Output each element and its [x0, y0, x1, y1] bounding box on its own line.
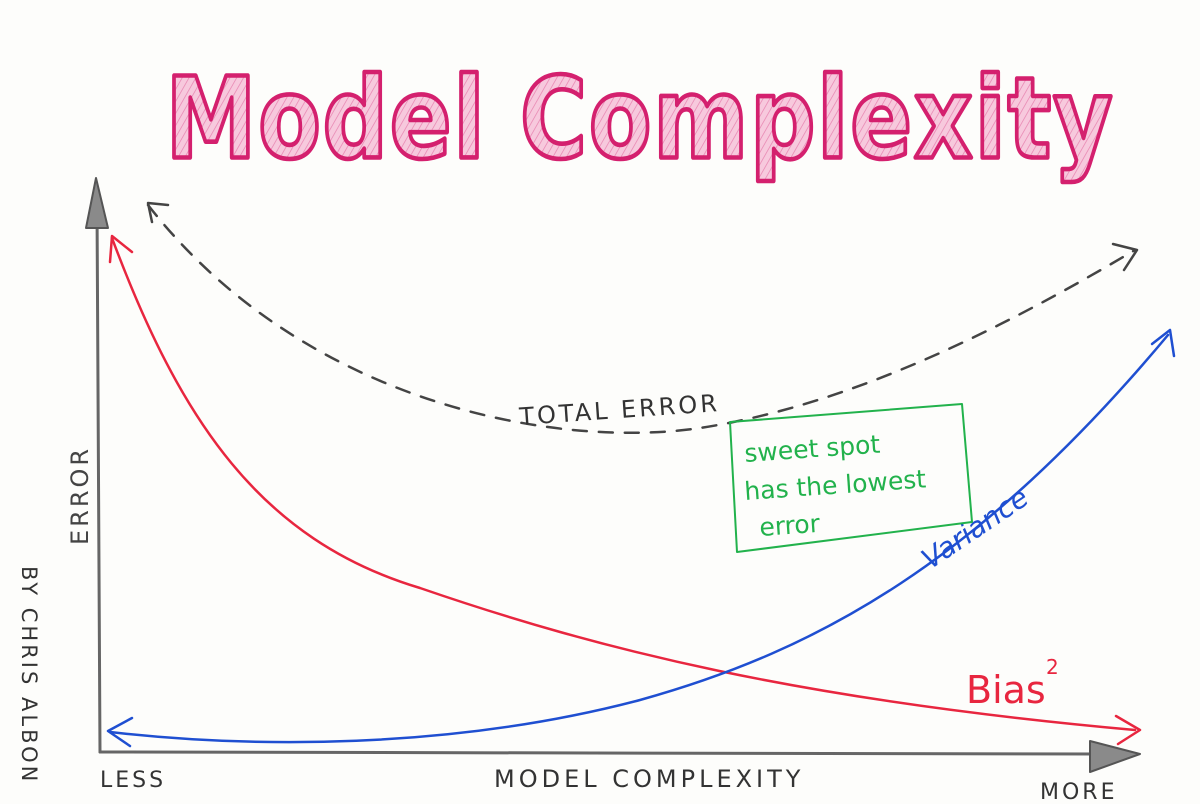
bias-label: Bias — [966, 668, 1046, 712]
variance-left-arrow-icon — [106, 716, 134, 748]
sweet-spot-line-1: sweet spot — [743, 430, 881, 468]
bias-superscript: 2 — [1046, 655, 1059, 679]
title: Model Complexity — [166, 54, 1115, 185]
x-axis-arrowhead-icon — [1089, 740, 1141, 773]
y-axis-arrowhead-icon — [85, 177, 109, 229]
bias-right-arrow-icon — [1114, 714, 1142, 746]
variance-label: Variance — [915, 481, 1034, 576]
bias-curve — [108, 234, 1142, 746]
total-error-curve — [146, 201, 1139, 435]
bias-label-text: Bias — [966, 668, 1046, 712]
bias-top-arrow-icon — [108, 234, 134, 264]
y-axis-label: ERROR — [66, 446, 94, 545]
x-axis-min-label: LESS — [100, 768, 166, 793]
total-error-right-arrow-icon — [1111, 242, 1139, 272]
variance-top-arrow-icon — [1150, 328, 1176, 358]
x-axis — [98, 740, 1141, 773]
total-error-label: TOTAL ERROR — [517, 389, 720, 431]
x-axis-label: MODEL COMPLEXITY — [494, 765, 804, 793]
sweet-spot-annotation: sweet spot has the lowest error — [729, 403, 973, 553]
variance-curve — [106, 328, 1176, 748]
sweet-spot-line-2: has the lowest — [743, 464, 927, 506]
author-credit: BY CHRIS ALBON — [17, 566, 41, 784]
total-error-left-arrow-icon — [146, 201, 170, 224]
sweet-spot-line-3: error — [758, 509, 821, 542]
x-axis-max-label: MORE — [1040, 780, 1117, 804]
y-axis — [85, 177, 109, 754]
